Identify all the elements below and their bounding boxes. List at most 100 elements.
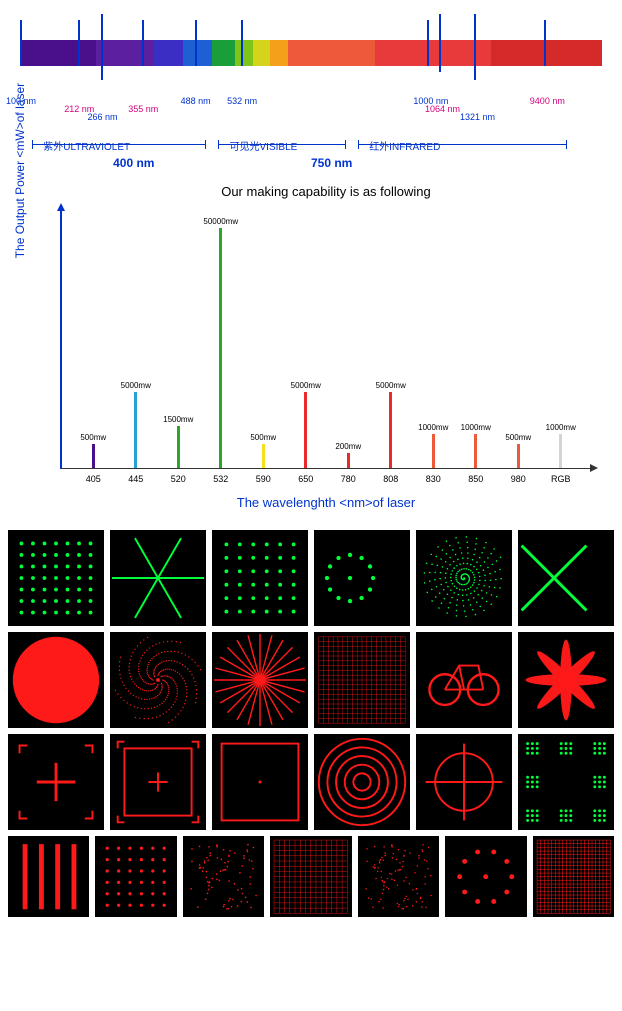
region-label: 可见光VISIBLE [230, 138, 298, 153]
bar [517, 444, 520, 468]
spectrum-bar [20, 40, 602, 66]
bar-wrap: 500mw [75, 433, 111, 468]
spectrum-tick [20, 20, 22, 66]
bar-value-label: 1000mw [546, 423, 576, 432]
x-axis-label: The wavelenghth <nm>of laser [60, 495, 592, 510]
chart-plot-area: The Output Power <mW>of laser 500mw5000m… [60, 209, 592, 469]
bar [177, 426, 180, 468]
pattern-green-dot-corners [518, 734, 614, 830]
bar-wrap: 5000mw [288, 381, 324, 468]
x-tick-label: 830 [415, 474, 451, 484]
bar-wrap: 1000mw [415, 423, 451, 468]
spectrum-segment [183, 40, 212, 66]
bar-value-label: 500mw [80, 433, 106, 442]
pattern-red-bike [416, 632, 512, 728]
bar-wrap: 50000mw [203, 217, 239, 468]
pattern-green-dots [8, 530, 104, 626]
pattern-row: 0"> 0"> [8, 530, 614, 626]
pattern-green-ring-dots: 0"> [314, 530, 410, 626]
pattern-green-x: 0"> [518, 530, 614, 626]
pattern-red-corners [110, 734, 206, 830]
spectrum-tick-label: 1321 nm [460, 112, 495, 122]
pattern-red-random [183, 836, 264, 917]
pattern-red-cross [8, 734, 104, 830]
bar [432, 434, 435, 468]
bar-value-label: 1500mw [163, 415, 193, 424]
bar [304, 392, 307, 468]
x-tick-label: 520 [160, 474, 196, 484]
x-tick-label: 445 [118, 474, 154, 484]
spectrum-segment [253, 40, 270, 66]
pattern-red-disc [8, 632, 104, 728]
x-tick-label: 808 [373, 474, 409, 484]
pattern-row [8, 632, 614, 728]
x-tick-label: 850 [458, 474, 494, 484]
pattern-red-rect [212, 734, 308, 830]
bars-container: 500mw 5000mw 1500mw 50000mw 500mw 5000mw 200mw… [72, 209, 582, 468]
pattern-red-dots-sparse [95, 836, 176, 917]
spectrum-tick-label: 532 nm [227, 96, 257, 106]
spectrum-tick [427, 20, 429, 66]
region-nm: 400 nm [113, 156, 154, 170]
bar [134, 392, 137, 468]
bar-value-label: 1000mw [461, 423, 491, 432]
spectrum-regions: 紫外ULTRAVIOLET400 nm可见光VISIBLE750 nm红外INF… [20, 144, 602, 164]
bar-wrap: 500mw [245, 433, 281, 468]
pattern-red-grid [314, 632, 410, 728]
x-tick-label: 650 [288, 474, 324, 484]
bar-value-label: 500mw [505, 433, 531, 442]
spectrum-tick-label: 355 nm [128, 104, 158, 114]
pattern-red-circles [314, 734, 410, 830]
spectrum-tick [78, 20, 80, 66]
x-tick-label: 405 [75, 474, 111, 484]
bar-value-label: 50000mw [203, 217, 238, 226]
pattern-red-crosshair [416, 734, 512, 830]
bar-wrap: 1000mw [458, 423, 494, 468]
bar [474, 434, 477, 468]
bar [92, 444, 95, 468]
x-tick-label: 980 [500, 474, 536, 484]
spectrum-segment [288, 40, 375, 66]
spectrum-tick [142, 20, 144, 66]
spectrum-tick-label: 488 nm [181, 96, 211, 106]
spectrum-tick [544, 20, 546, 66]
pattern-green-star6 [110, 530, 206, 626]
region-label: 紫外ULTRAVIOLET [43, 138, 130, 153]
pattern-green-spiral [416, 530, 512, 626]
pattern-red-bars [8, 836, 89, 917]
bar-wrap: 200mw [330, 442, 366, 468]
spectrum-segment [270, 40, 287, 66]
x-tick-label: 780 [330, 474, 366, 484]
bar-value-label: 500mw [250, 433, 276, 442]
x-ticks: 405 445 520 532 590 650 780 808 830 850 980 RGB [72, 474, 582, 484]
spectrum-segment [154, 40, 183, 66]
bar-value-label: 5000mw [121, 381, 151, 390]
bar-wrap: 500mw [500, 433, 536, 468]
x-tick-label: RGB [543, 474, 579, 484]
pattern-red-dense-grid [533, 836, 614, 917]
spectrum-diagram: 100 nm212 nm266 nm355 nm488 nm532 nm1000… [0, 0, 622, 174]
bar [389, 392, 392, 468]
spectrum-tick-label: 1064 nm [425, 104, 460, 114]
pattern-green-grid [212, 530, 308, 626]
spectrum-tick-label: 9400 nm [530, 96, 565, 106]
y-axis-label: The Output Power <mW>of laser [13, 82, 27, 257]
chart-title: Our making capability is as following [60, 184, 592, 199]
x-tick-label: 532 [203, 474, 239, 484]
pattern-red-rays [212, 632, 308, 728]
bar [559, 434, 562, 468]
bar [219, 228, 222, 468]
bar-value-label: 5000mw [376, 381, 406, 390]
x-tick-label: 590 [245, 474, 281, 484]
pattern-red-swirl [110, 632, 206, 728]
laser-patterns-grid: 0"> 0"> [0, 530, 622, 933]
spectrum-segment [212, 40, 235, 66]
spectrum-tick [439, 14, 441, 72]
bar-wrap: 5000mw [118, 381, 154, 468]
bar-wrap: 1000mw [543, 423, 579, 468]
bar-value-label: 5000mw [291, 381, 321, 390]
bar-wrap: 1500mw [160, 415, 196, 468]
capability-chart: Our making capability is as following Th… [0, 174, 622, 530]
pattern-red-fine-grid [270, 836, 351, 917]
spectrum-segment [235, 40, 252, 66]
